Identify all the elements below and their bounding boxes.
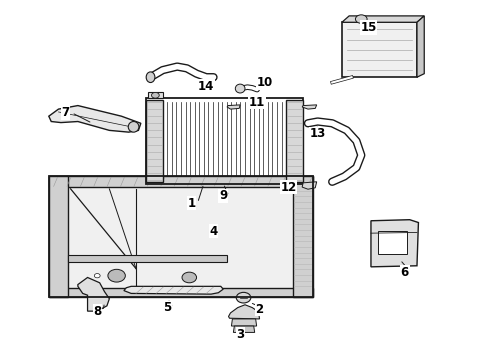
Bar [148, 92, 163, 99]
Text: 8: 8 [93, 305, 101, 318]
Text: 12: 12 [280, 181, 297, 194]
Polygon shape [302, 182, 317, 189]
Bar [49, 288, 313, 297]
Ellipse shape [235, 84, 245, 93]
FancyBboxPatch shape [342, 22, 417, 77]
Ellipse shape [146, 72, 155, 82]
Text: 7: 7 [62, 106, 70, 119]
Text: 9: 9 [219, 189, 227, 202]
Bar [49, 176, 313, 297]
Text: 14: 14 [198, 80, 215, 93]
Bar [378, 231, 407, 255]
Text: 4: 4 [209, 225, 218, 238]
Text: 6: 6 [401, 266, 409, 279]
Circle shape [108, 269, 125, 282]
Polygon shape [228, 305, 260, 319]
Bar [49, 176, 313, 187]
Polygon shape [342, 16, 424, 22]
Circle shape [151, 93, 159, 98]
Text: 1: 1 [188, 197, 196, 210]
Text: 10: 10 [256, 76, 272, 89]
Bar [68, 255, 226, 261]
Text: 3: 3 [236, 328, 244, 341]
Bar [286, 100, 303, 182]
Polygon shape [78, 278, 109, 311]
Polygon shape [417, 16, 424, 77]
Polygon shape [49, 105, 141, 132]
Text: 13: 13 [310, 127, 326, 140]
Polygon shape [231, 319, 257, 326]
Bar [146, 99, 303, 184]
Text: 2: 2 [255, 303, 264, 316]
Circle shape [182, 272, 196, 283]
Polygon shape [302, 105, 317, 109]
Ellipse shape [128, 122, 139, 132]
Circle shape [355, 15, 367, 23]
Polygon shape [371, 220, 418, 267]
Polygon shape [124, 286, 223, 294]
Text: 15: 15 [360, 21, 377, 34]
Text: 11: 11 [249, 95, 265, 108]
Bar [49, 176, 68, 297]
Polygon shape [227, 105, 240, 109]
Bar [146, 100, 163, 182]
Circle shape [236, 292, 251, 303]
Text: 5: 5 [163, 301, 172, 314]
Bar [49, 176, 313, 297]
Polygon shape [233, 326, 255, 332]
Circle shape [95, 274, 100, 278]
Bar [294, 176, 313, 297]
